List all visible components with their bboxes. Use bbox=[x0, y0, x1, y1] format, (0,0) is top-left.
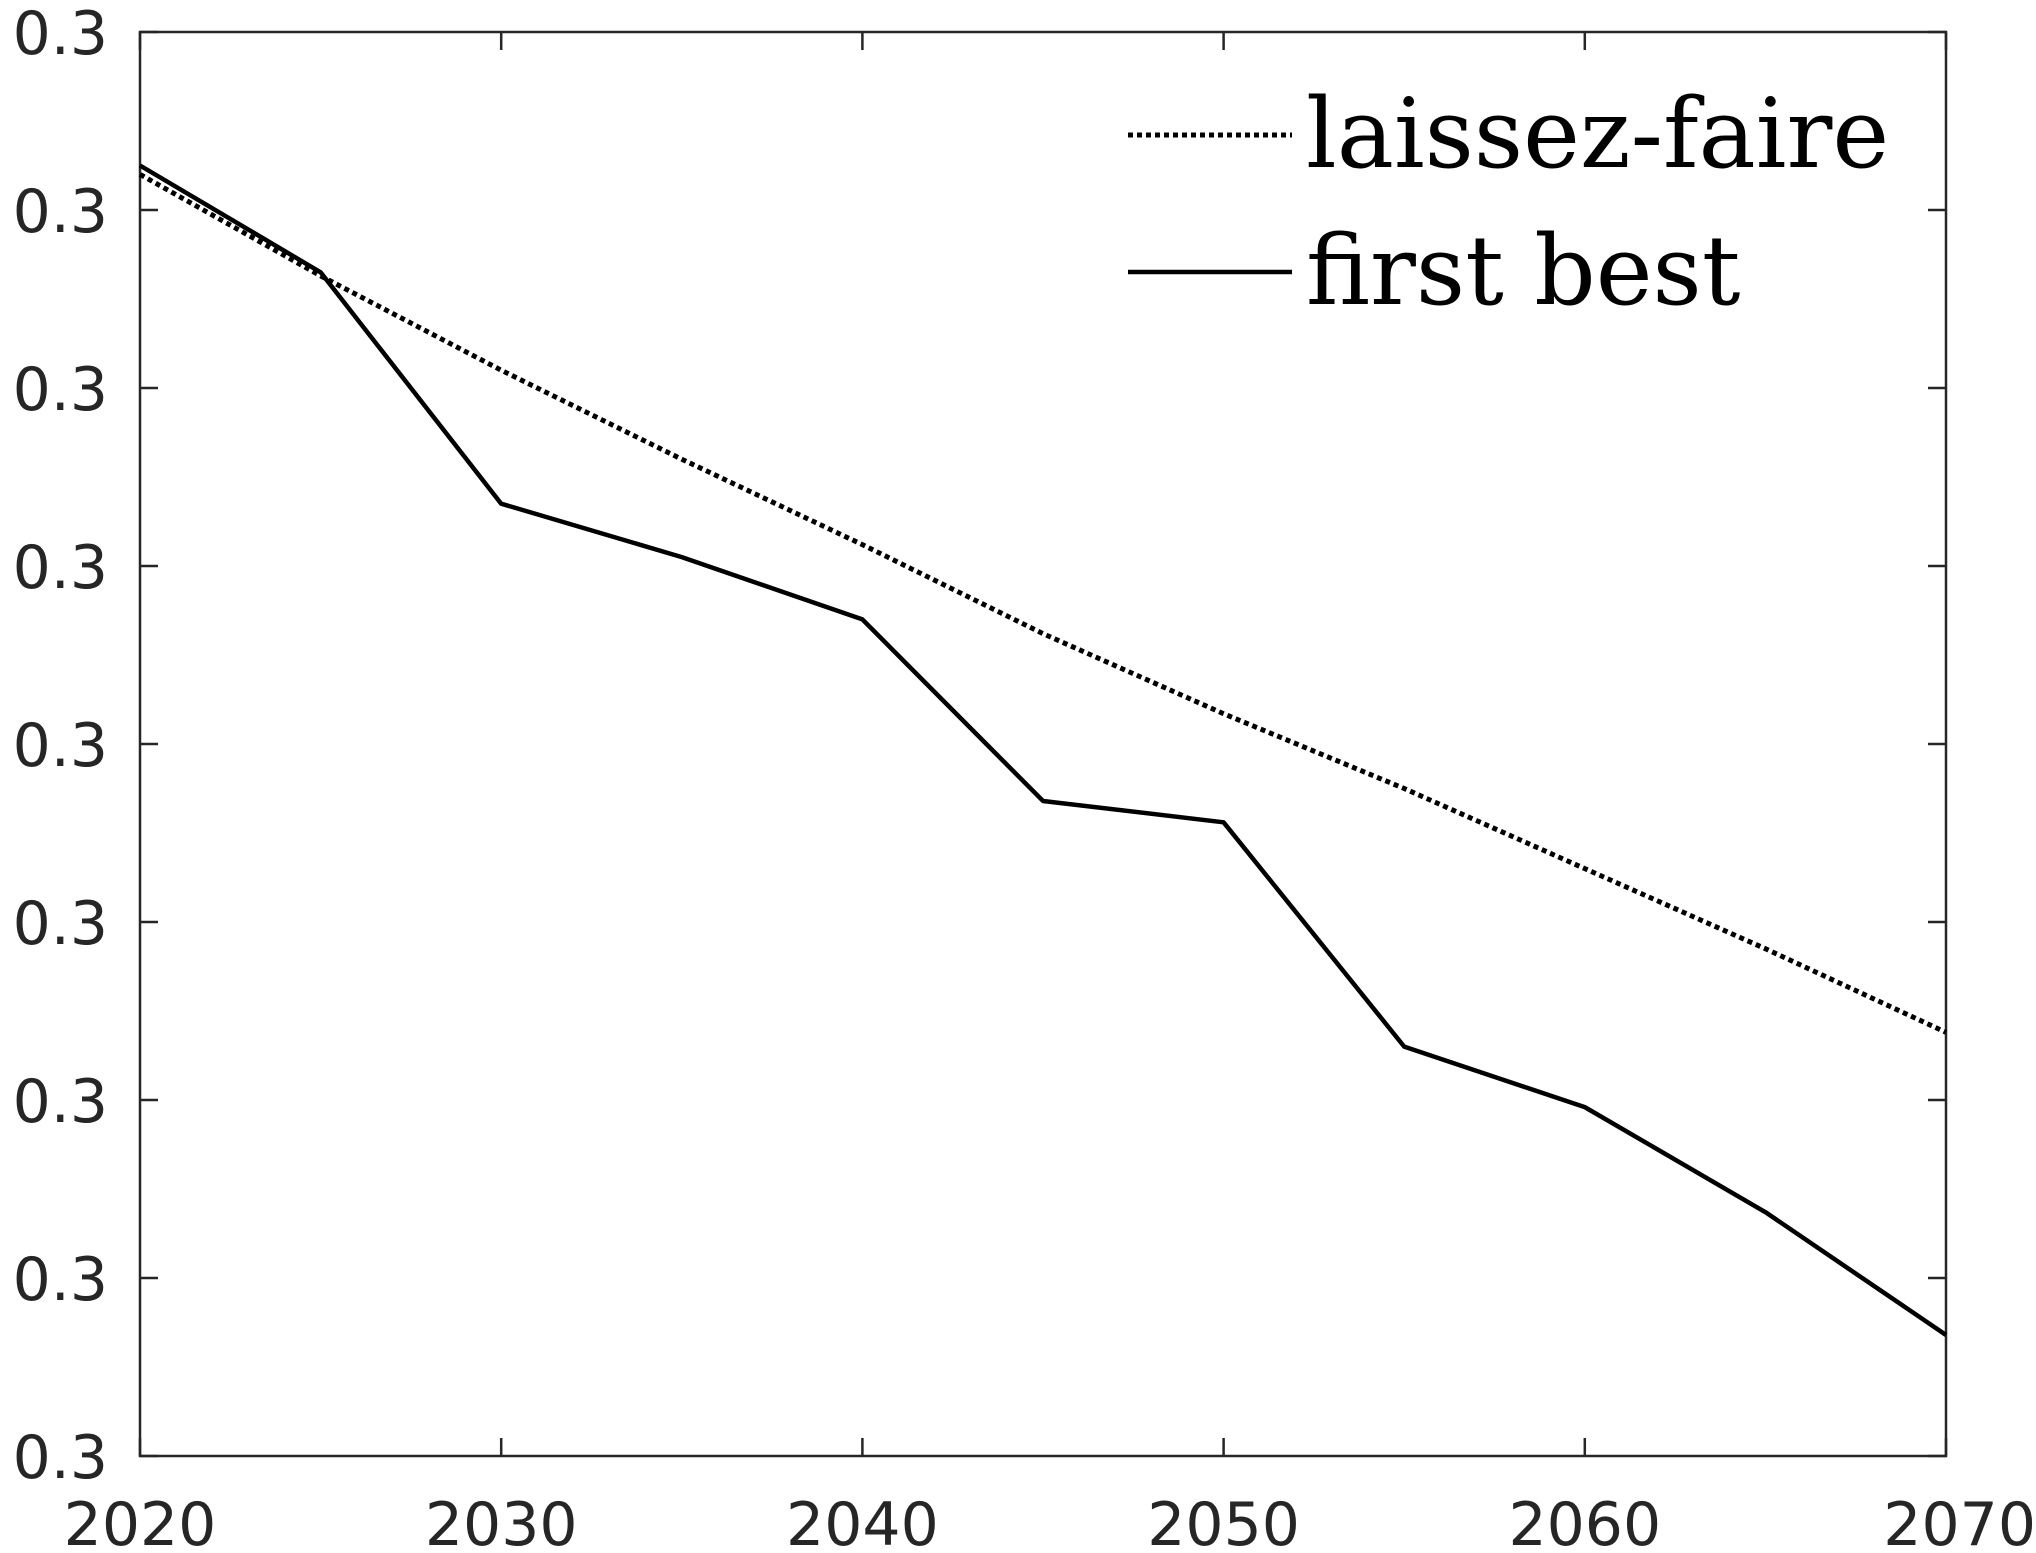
series-layer bbox=[138, 163, 1948, 1337]
y-tick-label: 0.3 bbox=[13, 1245, 108, 1315]
x-tick-label: 2030 bbox=[425, 1490, 578, 1553]
series-line-first-best bbox=[138, 163, 1948, 1337]
plot-area bbox=[138, 30, 1948, 1458]
y-tick-label: 0.3 bbox=[13, 1067, 108, 1137]
legend-label: first best bbox=[1306, 215, 1740, 327]
x-tick-label: 2070 bbox=[1883, 1490, 2036, 1553]
x-tick-label: 2020 bbox=[64, 1490, 217, 1553]
y-tick-label: 0.3 bbox=[13, 889, 108, 959]
x-tick-label: 2040 bbox=[786, 1490, 939, 1553]
y-axis: 0.3 0.3 0.3 0.3 0.3 0.3 0.3 0.3 0.3 bbox=[13, 0, 1946, 1493]
x-axis: 2020 2030 2040 2050 2060 2070 bbox=[64, 32, 2036, 1553]
x-tick-label: 2050 bbox=[1147, 1490, 1300, 1553]
y-tick-label: 0.3 bbox=[13, 1423, 108, 1493]
y-tick-label: 0.3 bbox=[13, 177, 108, 247]
legend-label: laissez-faire bbox=[1306, 78, 1889, 190]
series-line-laissez-faire bbox=[138, 172, 1948, 1035]
plot-frame bbox=[138, 30, 1948, 1458]
y-tick-label: 0.3 bbox=[13, 0, 108, 69]
x-tick-label: 2060 bbox=[1508, 1490, 1661, 1553]
y-tick-label: 0.3 bbox=[13, 355, 108, 425]
legend: laissez-faire first best bbox=[1128, 78, 1889, 327]
y-tick-label: 0.3 bbox=[13, 711, 108, 781]
y-tick-label: 0.3 bbox=[13, 533, 108, 603]
